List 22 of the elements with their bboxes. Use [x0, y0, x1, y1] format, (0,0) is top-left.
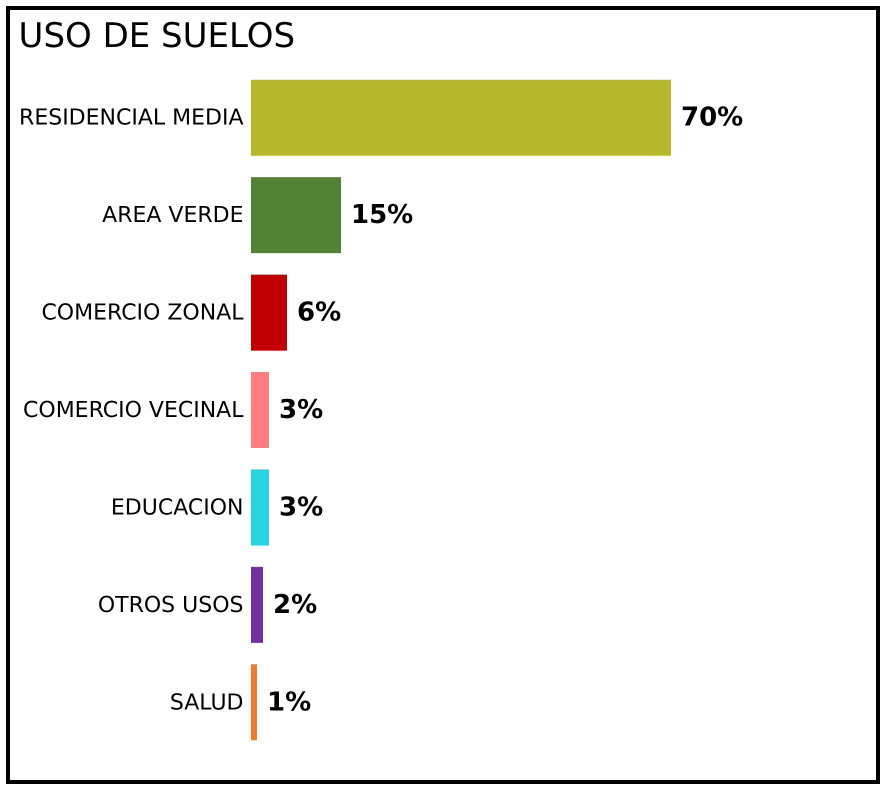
bar — [251, 664, 257, 740]
y-tick-label: COMERCIO ZONAL — [41, 300, 244, 326]
data-label: 70% — [681, 102, 744, 133]
bar — [251, 274, 287, 351]
bar — [251, 469, 269, 546]
bar — [251, 566, 263, 643]
data-label: 2% — [273, 590, 318, 620]
data-label: 15% — [351, 200, 414, 230]
data-label: 6% — [297, 298, 342, 328]
y-tick-label: EDUCACION — [110, 495, 244, 520]
y-tick-label: AREA VERDE — [102, 203, 244, 228]
data-label: 3% — [279, 395, 324, 425]
data-label: 1% — [267, 687, 312, 718]
bar — [251, 372, 269, 448]
data-label: 3% — [279, 492, 324, 522]
bar — [251, 80, 671, 156]
chart-title: USO DE SUELOS — [18, 16, 296, 56]
y-tick-label: OTROS USOS — [98, 592, 244, 618]
y-tick-label: COMERCIO VECINAL — [23, 398, 244, 423]
y-tick-label: RESIDENCIAL MEDIA — [19, 106, 244, 131]
bar — [251, 177, 341, 254]
y-tick-label: SALUD — [170, 690, 244, 716]
